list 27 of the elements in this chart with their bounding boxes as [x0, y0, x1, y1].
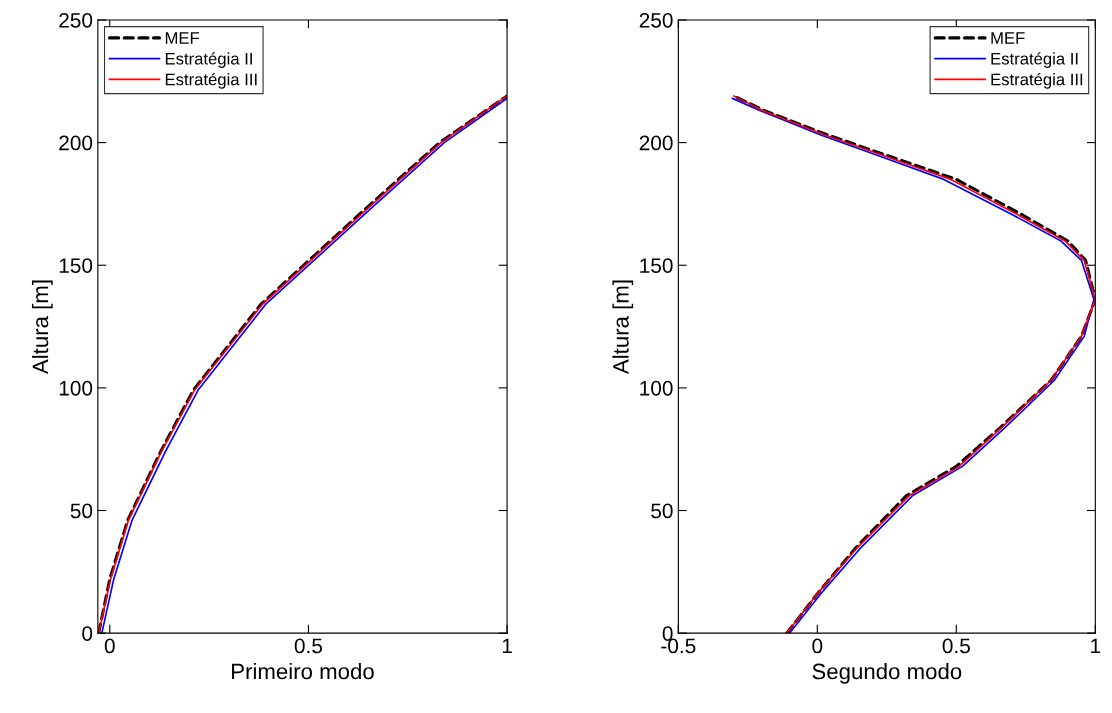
legend-label: Estratégia III: [991, 72, 1083, 89]
x-tick-label: 0: [104, 638, 115, 654]
x-tick-label: 1: [1091, 638, 1101, 654]
y-axis-title: Altura [m]: [31, 280, 53, 375]
y-tick-label: 150: [59, 258, 93, 273]
y-tick-label: 0: [82, 626, 93, 641]
x-axis-title: Segundo modo: [812, 662, 962, 684]
legend-label: Estratégia III: [165, 72, 257, 89]
y-tick-label: 100: [59, 380, 93, 396]
x-tick-label: 0: [812, 638, 823, 654]
y-axis-title: Altura [m]: [612, 280, 634, 375]
x-axis-title: Primeiro modo: [232, 662, 374, 680]
y-tick-label: 100: [640, 380, 673, 396]
y-tick-label: 250: [639, 12, 673, 28]
legend-label: Estratégia II: [991, 52, 1078, 68]
y-tick-label: 50: [70, 503, 93, 519]
y-tick-label: 50: [651, 503, 673, 519]
x-tick-label: 0.5: [294, 638, 323, 654]
legend-label: MEF: [991, 32, 1025, 44]
x-tick-label: 1: [502, 638, 512, 654]
x-tick-label: 0.5: [942, 638, 970, 654]
y-tick-label: 250: [59, 12, 93, 28]
y-tick-label: 200: [59, 135, 93, 151]
y-tick-label: 150: [640, 258, 673, 273]
legend-label: Estratégia II: [165, 52, 252, 68]
legend-label: MEF: [165, 32, 200, 44]
y-tick-label: 200: [639, 135, 673, 151]
